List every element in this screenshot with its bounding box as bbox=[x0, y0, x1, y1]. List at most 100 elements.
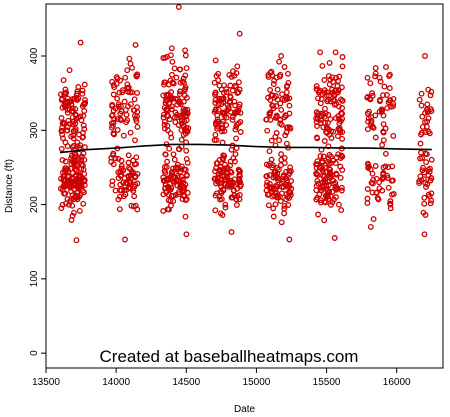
data-point bbox=[123, 119, 130, 126]
data-point bbox=[219, 172, 226, 179]
data-point bbox=[321, 198, 328, 205]
data-point bbox=[386, 71, 393, 78]
data-point bbox=[69, 105, 76, 112]
data-point bbox=[80, 166, 87, 173]
data-point bbox=[161, 121, 168, 128]
data-point bbox=[59, 124, 66, 131]
data-point bbox=[81, 101, 88, 107]
data-point bbox=[332, 49, 339, 56]
data-point bbox=[380, 92, 386, 99]
data-point bbox=[319, 62, 326, 69]
data-point bbox=[271, 77, 278, 84]
data-point bbox=[338, 152, 345, 159]
data-point bbox=[183, 147, 190, 154]
data-point bbox=[337, 155, 344, 161]
data-point bbox=[285, 70, 291, 77]
data-point bbox=[69, 202, 76, 209]
data-point bbox=[218, 128, 225, 135]
data-point bbox=[315, 211, 322, 218]
data-point bbox=[317, 49, 324, 56]
data-point bbox=[80, 200, 87, 207]
data-point bbox=[117, 116, 124, 122]
data-point bbox=[281, 202, 288, 209]
data-point bbox=[70, 108, 77, 115]
data-point bbox=[272, 201, 279, 208]
data-point bbox=[339, 63, 346, 70]
data-point bbox=[74, 139, 81, 146]
data-point bbox=[177, 165, 184, 172]
x-tick-label: 15000 bbox=[243, 377, 271, 388]
data-point bbox=[416, 178, 423, 185]
data-point bbox=[416, 96, 423, 103]
data-point bbox=[315, 110, 322, 117]
data-point bbox=[214, 112, 221, 119]
data-point bbox=[334, 185, 340, 192]
watermark-text: Created at baseballheatmaps.com bbox=[100, 347, 359, 366]
data-point bbox=[267, 160, 274, 167]
trend-line bbox=[59, 143, 432, 154]
data-point bbox=[325, 196, 332, 202]
data-point bbox=[420, 164, 426, 171]
data-point bbox=[329, 74, 336, 81]
data-point bbox=[313, 83, 320, 90]
data-point bbox=[175, 4, 182, 10]
data-point bbox=[215, 174, 222, 181]
data-point bbox=[236, 173, 243, 180]
data-point bbox=[367, 223, 374, 230]
data-point bbox=[313, 171, 320, 178]
data-point bbox=[133, 73, 140, 80]
data-point bbox=[369, 170, 376, 177]
data-point bbox=[418, 90, 425, 97]
data-point bbox=[72, 151, 79, 158]
data-point bbox=[125, 85, 132, 92]
data-point bbox=[58, 115, 65, 121]
data-point bbox=[321, 77, 328, 83]
data-point bbox=[114, 127, 121, 133]
data-point bbox=[110, 119, 117, 126]
data-point bbox=[263, 173, 270, 180]
data-point bbox=[122, 236, 128, 243]
data-point bbox=[59, 131, 66, 138]
data-point bbox=[134, 89, 141, 96]
data-point bbox=[228, 177, 235, 184]
data-point bbox=[118, 165, 125, 172]
data-point bbox=[267, 116, 274, 123]
data-point bbox=[169, 95, 176, 102]
data-point bbox=[222, 177, 229, 183]
data-point bbox=[178, 136, 185, 143]
data-point bbox=[231, 98, 238, 105]
data-point bbox=[229, 179, 236, 186]
data-point bbox=[110, 91, 117, 98]
data-point bbox=[324, 98, 331, 105]
data-point bbox=[419, 167, 426, 174]
x-axis: 13500 14000 14500 15000 15500 16000 bbox=[32, 368, 411, 388]
data-point bbox=[125, 103, 132, 110]
data-point bbox=[116, 206, 123, 213]
data-point bbox=[178, 120, 185, 127]
data-point bbox=[380, 128, 387, 135]
data-point bbox=[420, 176, 427, 183]
data-point bbox=[132, 137, 138, 144]
data-point bbox=[212, 96, 219, 103]
data-point bbox=[67, 184, 74, 191]
data-point bbox=[322, 110, 329, 117]
data-point bbox=[286, 124, 293, 131]
data-point bbox=[327, 201, 334, 208]
data-point bbox=[424, 181, 431, 188]
data-point bbox=[182, 47, 189, 54]
data-point bbox=[62, 165, 69, 172]
data-point bbox=[320, 153, 327, 160]
data-point bbox=[160, 177, 167, 184]
data-point bbox=[385, 184, 392, 191]
data-point bbox=[276, 73, 283, 80]
data-point bbox=[326, 59, 333, 66]
data-point bbox=[364, 93, 371, 100]
y-tick-label: 0 bbox=[29, 350, 40, 356]
data-point bbox=[120, 132, 127, 139]
data-point bbox=[129, 168, 135, 175]
data-point bbox=[78, 156, 85, 163]
data-point bbox=[315, 95, 321, 102]
data-point bbox=[270, 81, 277, 88]
data-point bbox=[383, 92, 390, 98]
data-point bbox=[382, 150, 389, 157]
